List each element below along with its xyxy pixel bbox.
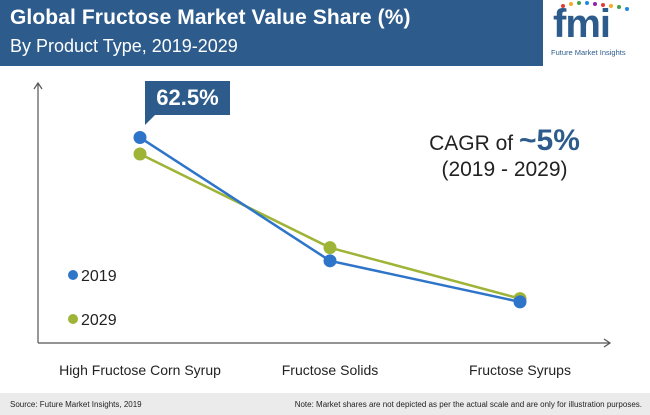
page-subtitle: By Product Type, 2019-2029 bbox=[10, 36, 238, 56]
page-title: Global Fructose Market Value Share (%) bbox=[10, 6, 411, 29]
legend-item-2029: 2029 bbox=[68, 312, 117, 330]
data-point-2019 bbox=[513, 295, 527, 309]
callout-tail bbox=[145, 113, 157, 125]
x-axis-arrow bbox=[603, 338, 612, 348]
data-point-2029 bbox=[133, 147, 147, 161]
cagr-value: ~5% bbox=[518, 124, 580, 157]
y-axis-arrow bbox=[33, 81, 43, 90]
logo-text: fmi bbox=[553, 2, 611, 46]
data-label-callout: 62.5% bbox=[145, 81, 230, 115]
disclaimer-note: Note: Market shares are not depicted as … bbox=[294, 400, 642, 409]
x-tick-label: Fructose Solids bbox=[281, 362, 379, 378]
footer-bar: Source: Future Market Insights, 2019 Not… bbox=[0, 393, 650, 415]
cagr-annotation: CAGR of ~5% (2019 - 2029) bbox=[412, 126, 597, 183]
data-point-2029 bbox=[323, 241, 337, 255]
x-tick-label: Fructose Syrups bbox=[469, 362, 571, 378]
legend-label-2019: 2019 bbox=[81, 268, 117, 285]
legend-label-2029: 2029 bbox=[81, 312, 117, 329]
data-point-2019 bbox=[323, 254, 337, 268]
logo: fmi Future Market Insights bbox=[543, 0, 650, 66]
chart-svg bbox=[33, 81, 612, 348]
legend-marker-2019 bbox=[68, 270, 78, 280]
x-tick-label: High Fructose Corn Syrup bbox=[59, 362, 221, 378]
logo-subtext: Future Market Insights bbox=[551, 48, 626, 57]
cagr-prefix: CAGR of bbox=[429, 132, 519, 155]
legend-marker-2029 bbox=[68, 314, 78, 324]
logo-dots-icon bbox=[561, 1, 629, 11]
data-point-2019 bbox=[133, 131, 147, 145]
header-banner: Global Fructose Market Value Share (%) B… bbox=[0, 0, 650, 66]
source-note: Source: Future Market Insights, 2019 bbox=[10, 400, 142, 409]
cagr-range: (2019 - 2029) bbox=[441, 158, 568, 181]
legend-item-2019: 2019 bbox=[68, 268, 117, 286]
